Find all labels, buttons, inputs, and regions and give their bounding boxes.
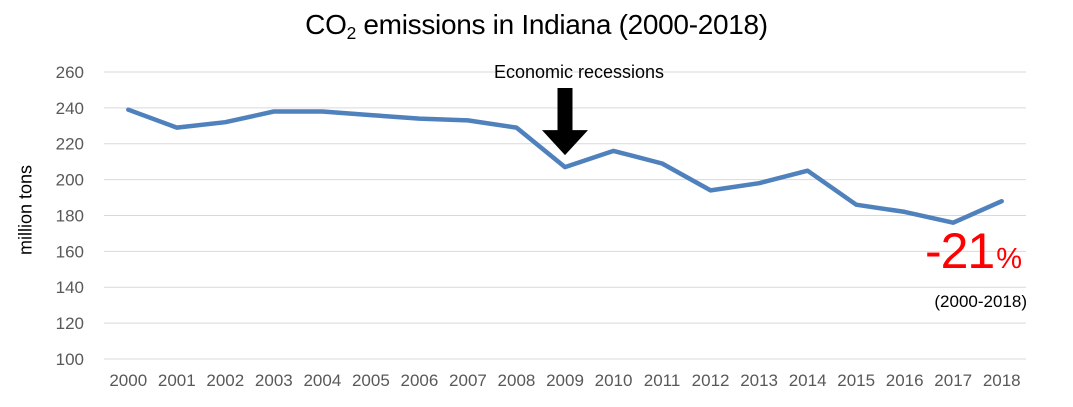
x-tick-label: 2010 [595,371,633,390]
x-tick-label: 2008 [498,371,536,390]
y-tick-label: 100 [56,350,84,369]
chart-title-prefix: CO [305,9,347,40]
x-tick-label: 2016 [886,371,924,390]
x-tick-label: 2009 [546,371,584,390]
x-tick-label: 2012 [692,371,730,390]
y-tick-label: 120 [56,314,84,333]
x-tick-label: 2014 [789,371,827,390]
x-tick-label: 2015 [837,371,875,390]
change-period-label: (2000-2018) [934,292,1027,311]
chart-title-subscript: 2 [346,22,357,43]
emissions-line [126,107,1004,225]
y-tick-label: 200 [56,171,84,190]
chart-title-suffix: emissions in Indiana (2000-2018) [355,9,768,40]
change-callout: -21 % [925,226,1022,276]
recession-annotation-label: Economic recessions [493,62,665,82]
y-tick-label: 160 [56,242,84,261]
x-tick-label: 2006 [401,371,439,390]
y-tick-label: 220 [56,135,84,154]
x-tick-label: 2000 [109,371,147,390]
x-tick-label: 2011 [644,371,681,390]
x-tick-label: 2005 [352,371,390,390]
x-tick-label: 2018 [983,371,1021,390]
x-tick-label: 2013 [740,371,778,390]
y-tick-label: 240 [56,99,84,118]
y-tick-label: 180 [56,206,84,225]
x-tick-label: 2002 [206,371,244,390]
x-tick-label: 2004 [303,371,341,390]
chart-title: CO2 emissions in Indiana (2000-2018) [0,9,1073,43]
change-value: -21 [924,223,995,279]
down-arrow-icon [542,88,588,156]
x-tick-label: 2001 [158,371,196,390]
y-axis-title: million tons [15,164,36,256]
x-tick-label: 2017 [934,371,972,390]
change-unit-percent: % [996,243,1022,275]
y-tick-label: 260 [56,63,84,82]
x-tick-label: 2007 [449,371,487,390]
x-tick-label: 2003 [255,371,293,390]
y-tick-label: 140 [56,278,84,297]
